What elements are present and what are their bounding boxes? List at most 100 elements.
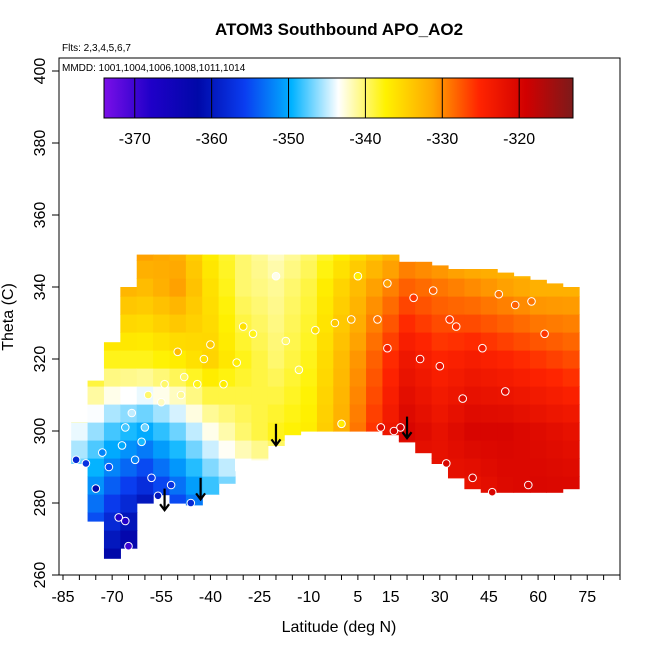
field-cell — [120, 530, 138, 549]
field-cell — [267, 386, 285, 405]
colorbar-tick-label: -320 — [503, 131, 535, 148]
field-cell — [202, 314, 220, 333]
field-cell — [316, 350, 334, 369]
observation-point — [281, 336, 291, 346]
field-cell — [447, 440, 465, 459]
x-axis-tick-label: 75 — [578, 589, 596, 606]
field-cell — [431, 296, 449, 315]
field-cell — [333, 350, 351, 369]
field-cell — [382, 404, 400, 423]
field-cell — [267, 314, 285, 333]
x-axis-tick-label: 45 — [480, 589, 498, 606]
chart-title: ATOM3 Southbound APO_AO2 — [215, 20, 463, 39]
field-cell — [71, 422, 89, 441]
field-cell — [562, 440, 580, 459]
observation-point — [117, 441, 127, 450]
field-cell — [513, 422, 531, 441]
field-cell — [185, 494, 203, 506]
field-cell — [251, 260, 269, 279]
field-cell — [136, 314, 154, 333]
field-cell — [431, 386, 449, 405]
field-cell — [480, 440, 498, 459]
field-cell — [235, 254, 252, 261]
field-cell — [497, 350, 515, 369]
field-cell — [185, 476, 203, 495]
field-cell — [513, 276, 531, 279]
field-cell — [218, 404, 236, 423]
field-cell — [513, 386, 531, 405]
field-cell — [546, 422, 564, 441]
field-cell — [562, 296, 580, 315]
field-cell — [153, 422, 171, 441]
field-cell — [398, 350, 416, 369]
observation-point — [271, 271, 281, 281]
field-cell — [497, 476, 515, 493]
field-cell — [218, 458, 236, 477]
field-cell — [431, 265, 449, 279]
field-cell — [153, 296, 171, 315]
field-cell — [447, 296, 465, 315]
field-cell — [447, 269, 465, 279]
field-cell — [251, 368, 269, 387]
field-cell — [169, 422, 187, 441]
field-cell — [235, 296, 252, 315]
field-cell — [316, 422, 334, 432]
field-cell — [153, 278, 171, 297]
field-cell — [480, 458, 498, 477]
x-axis-tick-label: 15 — [382, 589, 400, 606]
field-cell — [235, 368, 252, 387]
field-cell — [153, 314, 171, 333]
field-cell — [431, 458, 449, 464]
field-cell — [546, 458, 564, 477]
field-cell — [546, 368, 564, 387]
observation-point — [347, 315, 356, 324]
field-cell — [300, 350, 318, 369]
field-cell — [562, 458, 580, 477]
field-cell — [235, 386, 252, 405]
field-cell — [497, 296, 515, 315]
field-cell — [464, 350, 482, 369]
observation-point — [248, 329, 258, 339]
field-cell — [169, 332, 187, 351]
observation-point — [121, 516, 130, 526]
field-cell — [218, 254, 236, 261]
observation-point — [81, 459, 91, 468]
x-axis-label: Latitude (deg N) — [282, 619, 397, 636]
arrow-marker — [159, 488, 170, 513]
field-cell — [202, 368, 220, 387]
field-cell — [218, 314, 236, 333]
field-cell — [464, 296, 482, 315]
x-axis-tick-label: -25 — [248, 589, 271, 606]
field-cell — [382, 254, 400, 261]
field-cell — [546, 296, 564, 315]
field-cell — [103, 342, 121, 351]
field-cell — [316, 260, 334, 279]
field-cell — [120, 350, 138, 369]
field-cell — [497, 404, 515, 423]
field-cell — [447, 368, 465, 387]
field-cell — [218, 296, 236, 315]
field-cell — [447, 332, 465, 351]
field-cell — [398, 278, 416, 297]
field-cell — [398, 404, 416, 423]
field-cell — [480, 350, 498, 369]
field-cell — [513, 278, 531, 297]
field-cell — [185, 458, 203, 477]
field-cell — [513, 296, 531, 315]
field-cell — [202, 296, 220, 315]
field-cell — [513, 314, 531, 333]
field-cell — [398, 261, 416, 279]
field-cell — [284, 404, 302, 423]
field-cell — [431, 422, 449, 441]
observation-point — [179, 372, 189, 382]
observation-point — [219, 379, 228, 389]
field-cell — [120, 494, 138, 513]
field-cell — [316, 386, 334, 405]
colorbar: -370 -360 -350 -340 -330 -320 — [103, 77, 574, 148]
field-cell — [185, 314, 203, 333]
field-cell — [218, 260, 236, 279]
field-cell — [333, 404, 351, 423]
colorbar-tick-label: -360 — [196, 131, 228, 148]
observation-point — [176, 390, 186, 400]
observation-point — [468, 473, 477, 483]
